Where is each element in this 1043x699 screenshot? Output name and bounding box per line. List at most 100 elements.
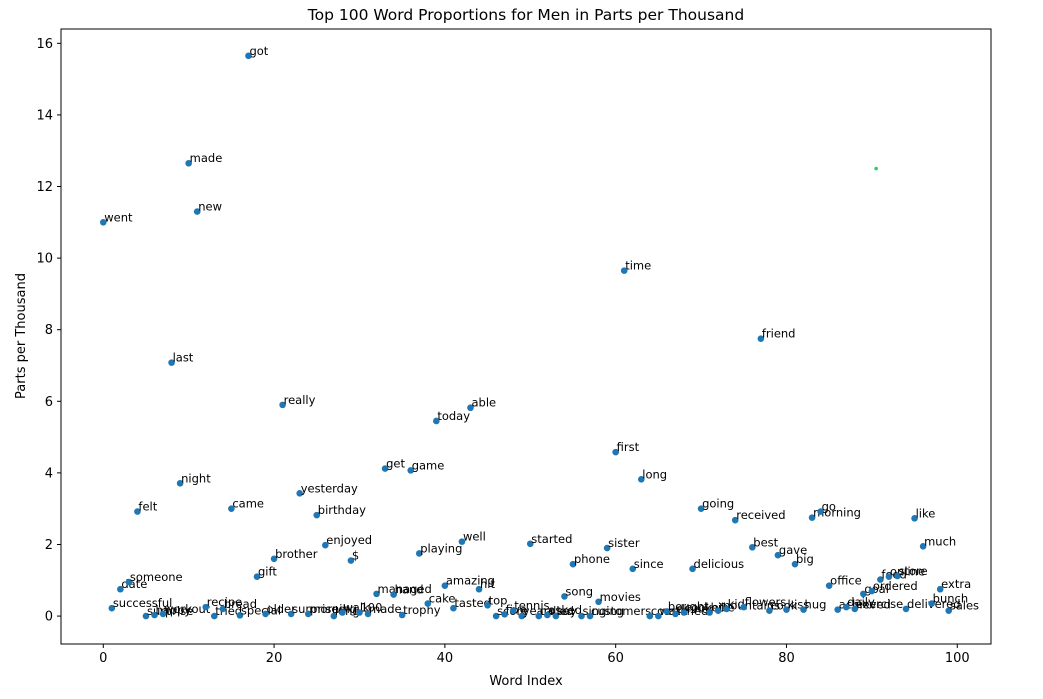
y-tick-label: 4 [45, 466, 53, 481]
data-point [433, 417, 440, 425]
data-point [262, 610, 269, 618]
point-word-label: workout [164, 602, 211, 616]
data-point [518, 612, 526, 620]
data-point [723, 605, 730, 613]
data-point [407, 467, 415, 474]
point-word-label: cake [429, 592, 456, 606]
data-point [629, 565, 637, 573]
x-tick-label: 0 [99, 651, 107, 666]
point-word-label: playing [420, 541, 462, 555]
point-word-label: phone [574, 552, 610, 566]
y-axis: 0 2 4 6 8 10 12 14 16 [36, 37, 61, 625]
data-point [663, 608, 671, 615]
point-word-label: since [634, 557, 664, 571]
data-point [526, 540, 534, 548]
point-word-label: someone [130, 570, 183, 584]
point-word-label: long [642, 467, 667, 481]
y-tick-label: 10 [36, 252, 53, 267]
data-point [458, 538, 466, 545]
data-point [398, 611, 406, 619]
point-word-label: daily [847, 595, 875, 609]
point-word-label: got [249, 44, 268, 58]
point-word-label: game [412, 458, 445, 472]
data-point [552, 612, 560, 620]
point-word-label: sister [608, 536, 640, 550]
data-point [185, 159, 192, 167]
data-point [245, 52, 252, 60]
point-word-label: hug [805, 598, 827, 612]
data-point [424, 600, 432, 607]
data-point [450, 604, 457, 612]
point-word-label: well [463, 530, 486, 544]
data-point [842, 603, 850, 611]
point-word-label: today [437, 409, 470, 423]
data-point [535, 612, 543, 620]
data-point [851, 605, 859, 613]
point-word-label: received [736, 508, 785, 522]
data-point [304, 610, 312, 618]
data-point [766, 607, 773, 615]
data-point [159, 610, 167, 618]
point-word-label: ordered [873, 579, 918, 593]
point-word-label: recipe [207, 595, 242, 609]
data-point [774, 551, 782, 559]
y-tick-label: 2 [45, 538, 53, 553]
point-word-label: amazing [446, 574, 495, 588]
data-point [347, 557, 355, 564]
data-point [936, 585, 944, 593]
y-tick-label: 12 [36, 180, 53, 195]
point-word-label: office [830, 574, 862, 588]
point-word-label: really [284, 393, 316, 407]
data-point [817, 508, 824, 515]
point-word-label: go [822, 500, 836, 514]
data-point [176, 479, 184, 487]
point-word-label: get [386, 457, 405, 471]
data-point [595, 598, 602, 606]
data-point [928, 600, 935, 607]
data-point [168, 359, 175, 366]
point-word-label: exercise [856, 597, 903, 611]
point-word-label: gave [779, 543, 807, 557]
point-word-label: enjoyed [326, 533, 372, 547]
data-point [390, 591, 397, 598]
point-word-label: top [489, 593, 508, 607]
point-word-label: extra [941, 577, 971, 591]
data-point [825, 582, 833, 589]
point-word-label: walk [343, 600, 370, 614]
point-word-label: brother [275, 547, 318, 561]
point-word-label: delicious [694, 557, 745, 571]
data-point [655, 612, 662, 620]
point-word-label: movies [600, 590, 641, 604]
data-point [287, 610, 295, 618]
data-point [134, 508, 141, 515]
data-point [894, 572, 901, 580]
x-tick-label: 100 [945, 651, 970, 666]
data-point [415, 550, 423, 557]
data-point [885, 573, 893, 581]
data-point [253, 573, 261, 581]
data-point [99, 219, 107, 226]
point-word-label: gift [258, 565, 277, 579]
data-point [578, 612, 585, 620]
data-point [637, 476, 645, 483]
point-word-label: bread [224, 597, 257, 611]
x-tick-label: 60 [607, 651, 624, 666]
x-axis-label: Word Index [489, 674, 563, 689]
data-point [697, 505, 705, 512]
data-point [800, 606, 807, 613]
data-point [313, 511, 321, 519]
point-word-label: made [369, 602, 402, 616]
data-point [945, 607, 953, 615]
data-point [142, 612, 150, 620]
data-point [330, 612, 338, 620]
point-word-label: able [471, 396, 496, 410]
data-point [646, 612, 654, 620]
data-point [339, 609, 346, 616]
y-tick-label: 8 [45, 323, 53, 338]
data-point [706, 609, 713, 616]
data-point [202, 603, 210, 611]
chart-title: Top 100 Word Proportions for Men in Part… [307, 6, 744, 24]
data-point [270, 555, 278, 563]
data-point [193, 208, 201, 215]
